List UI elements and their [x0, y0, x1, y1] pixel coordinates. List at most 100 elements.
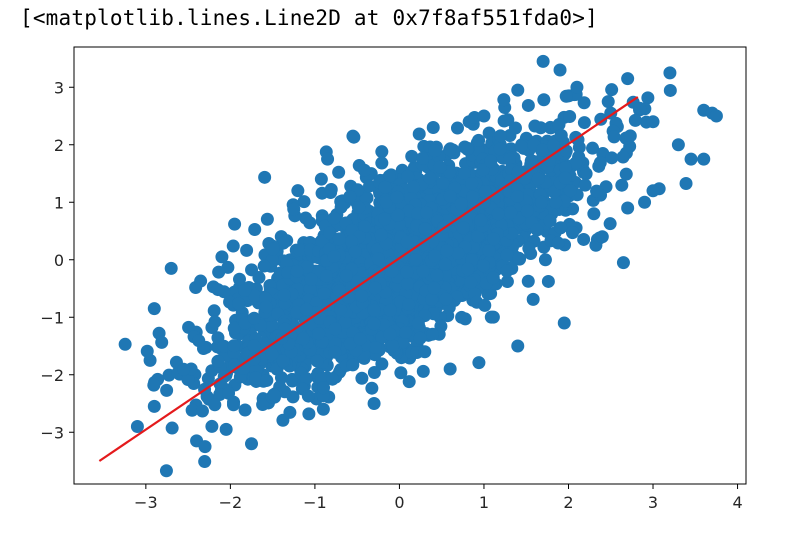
scatter-point: [464, 276, 478, 290]
scatter-point: [423, 171, 437, 185]
scatter-points: [118, 54, 723, 478]
scatter-point: [416, 238, 430, 252]
scatter-point: [497, 114, 511, 128]
scatter-point: [684, 152, 698, 166]
scatter-point: [577, 116, 591, 130]
scatter-point: [198, 455, 212, 469]
scatter-point: [474, 213, 488, 227]
scatter-point: [257, 259, 271, 273]
scatter-point: [563, 184, 577, 198]
scatter-point: [277, 288, 291, 302]
scatter-point: [377, 318, 391, 332]
x-tick-label: −2: [219, 493, 243, 512]
scatter-point: [365, 381, 379, 395]
scatter-point: [451, 246, 465, 260]
scatter-point: [511, 339, 525, 353]
scatter-point: [207, 304, 221, 318]
scatter-point: [416, 151, 430, 165]
scatter-point: [390, 190, 404, 204]
scatter-point: [319, 269, 333, 283]
scatter-point: [385, 264, 399, 278]
scatter-point: [249, 371, 263, 385]
scatter-point: [303, 216, 317, 230]
scatter-point: [487, 232, 501, 246]
scatter-point: [378, 212, 392, 226]
scatter-point: [260, 373, 274, 387]
scatter-point: [621, 72, 635, 86]
scatter-point: [321, 152, 335, 166]
scatter-point: [259, 300, 273, 314]
scatter-point: [375, 357, 389, 371]
regression-line: [98, 96, 639, 462]
scatter-point: [524, 154, 538, 168]
scatter-point: [427, 281, 441, 295]
scatter-point: [283, 405, 297, 419]
scatter-point: [400, 265, 414, 279]
scatter-point: [396, 336, 409, 350]
scatter-point: [619, 167, 633, 181]
scatter-point: [260, 212, 274, 226]
scatter-point: [181, 373, 195, 387]
scatter-point: [558, 171, 572, 185]
scatter-point: [433, 160, 447, 174]
scatter-point: [536, 54, 550, 68]
scatter-point: [553, 63, 567, 77]
scatter-point: [454, 197, 468, 211]
scatter-point: [226, 239, 240, 253]
scatter-point: [482, 244, 496, 258]
scatter-point: [605, 151, 619, 165]
scatter-point: [621, 201, 635, 215]
scatter-point: [586, 141, 600, 155]
scatter-point: [521, 98, 535, 112]
scatter-point: [323, 226, 337, 240]
scatter-point: [428, 144, 442, 158]
x-tick-label: 0: [394, 493, 404, 512]
scatter-point: [426, 327, 440, 341]
scatter-point: [198, 440, 212, 454]
scatter-point: [327, 211, 341, 225]
scatter-point: [317, 381, 331, 395]
scatter-point: [577, 96, 591, 110]
scatter-point: [359, 191, 373, 205]
scatter-point: [155, 335, 169, 349]
scatter-point: [233, 272, 246, 286]
scatter-point: [328, 345, 342, 359]
scatter-point: [338, 315, 352, 329]
scatter-point: [547, 185, 561, 199]
scatter-point: [317, 286, 331, 300]
scatter-point: [346, 358, 360, 372]
scatter-point: [484, 154, 498, 168]
scatter-point: [375, 156, 389, 170]
scatter-point: [195, 404, 209, 418]
scatter-point: [504, 174, 517, 188]
scatter-point: [391, 208, 405, 222]
scatter-point: [563, 109, 577, 123]
scatter-point: [412, 127, 426, 141]
scatter-point: [232, 297, 246, 311]
scatter-point: [383, 303, 397, 317]
y-tick-label: 0: [54, 251, 64, 270]
scatter-point: [595, 230, 609, 244]
scatter-point: [528, 119, 542, 133]
scatter-point: [371, 252, 385, 266]
y-tick-label: −3: [40, 423, 64, 442]
scatter-point: [327, 249, 341, 263]
scatter-point: [558, 160, 572, 174]
scatter-point: [443, 165, 457, 179]
scatter-point: [472, 133, 486, 147]
scatter-point: [227, 339, 241, 353]
scatter-point: [520, 204, 534, 218]
scatter-point: [511, 83, 525, 97]
scatter-point: [394, 366, 408, 380]
scatter-point: [299, 302, 313, 316]
scatter-point: [293, 243, 307, 257]
scatter-point: [461, 262, 475, 276]
scatter-point: [240, 243, 254, 257]
scatter-point: [552, 118, 566, 132]
scatter-point: [615, 178, 629, 192]
scatter-point: [160, 383, 174, 397]
scatter-point: [504, 206, 518, 219]
scatter-point: [557, 316, 571, 330]
scatter-point: [482, 126, 496, 140]
scatter-point: [616, 256, 630, 270]
